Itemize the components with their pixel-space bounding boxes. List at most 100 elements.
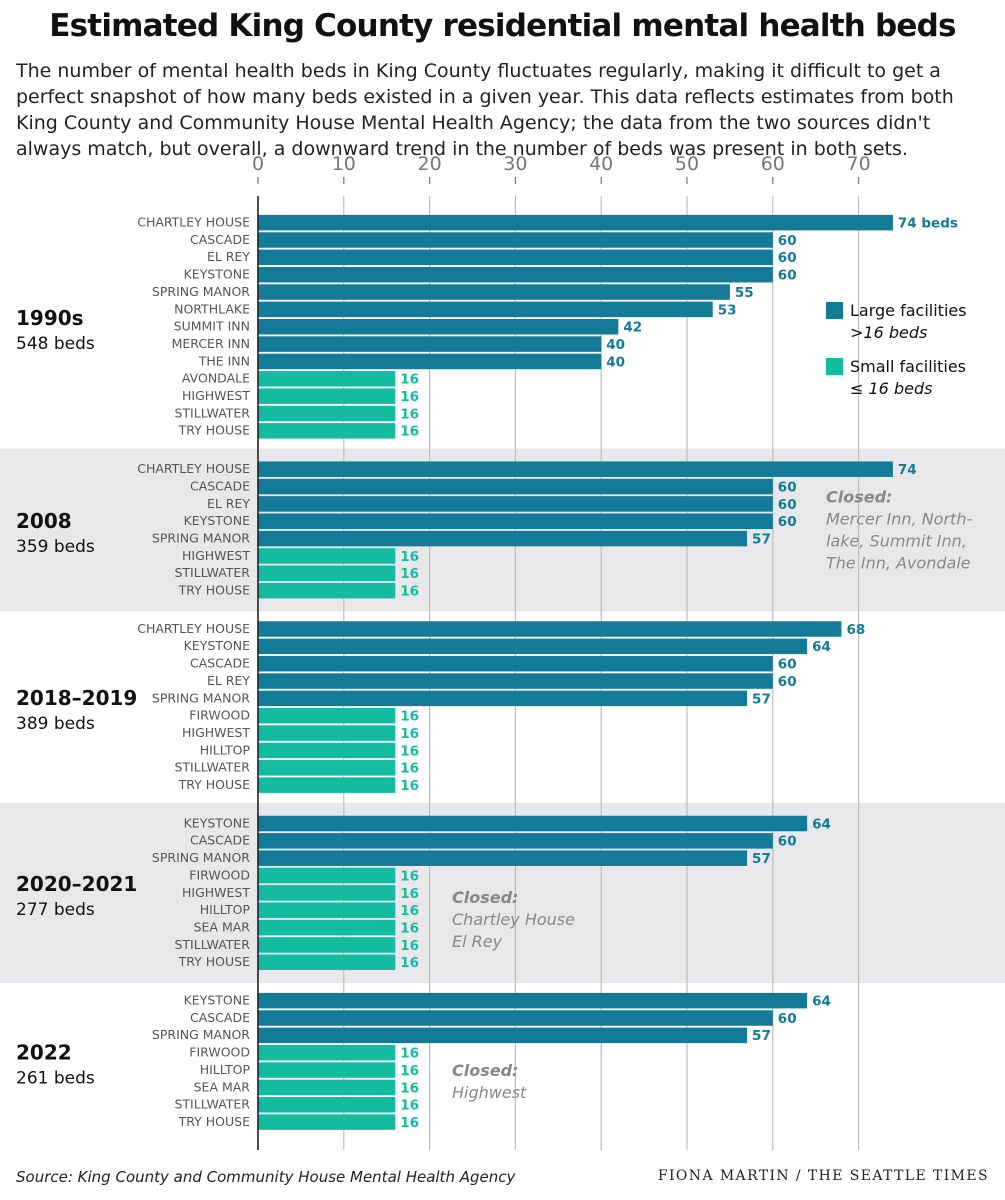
- bar-large: [258, 992, 808, 1009]
- bar-large: [258, 815, 808, 832]
- bar-value-label: 74 beds: [898, 216, 958, 232]
- facility-label: FIRWOOD: [189, 708, 250, 723]
- facility-label: SPRING MANOR: [152, 850, 250, 865]
- bar-large: [258, 353, 602, 370]
- bar-value-label: 60: [778, 834, 797, 850]
- facility-label: TRY HOUSE: [178, 1114, 250, 1129]
- facility-label: FIRWOOD: [189, 1045, 250, 1060]
- bar-value-label: 16: [400, 903, 419, 919]
- bar-value-label: 60: [778, 1011, 797, 1027]
- bar-large: [258, 1010, 773, 1026]
- legend-swatch-large: [826, 302, 843, 319]
- facility-label: KEYSTONE: [184, 267, 250, 282]
- period-label: 2020–2021: [16, 872, 137, 896]
- bar-small: [258, 1097, 396, 1113]
- bar-value-label: 60: [778, 479, 797, 495]
- closed-note-title: Closed:: [452, 1061, 518, 1080]
- bar-value-label: 16: [400, 920, 419, 936]
- facility-label: EL REY: [207, 249, 250, 264]
- facility-label: STILLWATER: [174, 1097, 250, 1112]
- bar-small: [258, 1044, 396, 1061]
- x-tick-label: 70: [847, 153, 871, 175]
- bar-value-label: 64: [812, 639, 831, 655]
- facility-label: TRY HOUSE: [178, 954, 250, 969]
- bar-value-label: 16: [400, 709, 419, 725]
- facility-label: KEYSTONE: [184, 815, 250, 830]
- legend-label: Large facilities: [850, 301, 967, 320]
- facility-label: HIGHWEST: [182, 388, 250, 403]
- facility-label: HIGHWEST: [182, 885, 250, 900]
- closed-note-title: Closed:: [452, 888, 518, 907]
- bar-value-label: 40: [606, 337, 625, 353]
- bar-value-label: 16: [400, 868, 419, 884]
- bar-value-label: 16: [400, 886, 419, 902]
- x-tick-label: 20: [418, 153, 442, 175]
- bar-value-label: 16: [400, 566, 419, 582]
- bar-large: [258, 249, 773, 266]
- bar-value-label: 16: [400, 1115, 419, 1131]
- bar-small: [258, 937, 396, 953]
- bar-small: [258, 371, 396, 387]
- x-tick-label: 30: [503, 153, 527, 175]
- bar-large: [258, 833, 773, 849]
- bar-small: [258, 760, 396, 776]
- closed-note-line: Highwest: [452, 1083, 527, 1102]
- bar-value-label: 64: [812, 816, 831, 832]
- closed-note-line: lake, Summit Inn,: [826, 532, 967, 551]
- facility-label: THE INN: [198, 353, 250, 368]
- facility-label: SPRING MANOR: [152, 284, 250, 299]
- facility-label: KEYSTONE: [184, 638, 250, 653]
- bar-value-label: 60: [778, 497, 797, 513]
- facility-label: HILLTOP: [200, 1062, 251, 1077]
- bar-large: [258, 621, 842, 637]
- bar-value-label: 16: [400, 549, 419, 565]
- bar-value-label: 60: [778, 250, 797, 266]
- facility-label: STILLWATER: [174, 760, 250, 775]
- bar-value-label: 60: [778, 514, 797, 530]
- bar-value-label: 16: [400, 938, 419, 954]
- period-label: 2008: [16, 509, 72, 533]
- facility-label: KEYSTONE: [184, 513, 250, 528]
- bar-small: [258, 777, 396, 793]
- facility-label: CHARTLEY HOUSE: [137, 621, 250, 636]
- bar-large: [258, 1027, 748, 1044]
- facility-label: SEA MAR: [194, 919, 251, 934]
- closed-note-line: Chartley House: [452, 910, 575, 929]
- bar-value-label: 68: [846, 622, 865, 638]
- facility-label: TRY HOUSE: [178, 777, 250, 792]
- bar-large: [258, 513, 773, 529]
- closed-note-line: El Rey: [452, 932, 503, 951]
- facility-label: KEYSTONE: [184, 993, 250, 1008]
- bar-value-label: 16: [400, 1098, 419, 1114]
- bar-small: [258, 725, 396, 741]
- facility-label: SUMMIT INN: [174, 319, 250, 334]
- bar-small: [258, 902, 396, 918]
- bar-value-label: 16: [400, 424, 419, 440]
- bar-value-label: 16: [400, 955, 419, 971]
- bar-value-label: 16: [400, 1046, 419, 1062]
- facility-label: SPRING MANOR: [152, 690, 250, 705]
- facility-label: EL REY: [207, 673, 250, 688]
- bar-large: [258, 638, 808, 655]
- bar-value-label: 16: [400, 726, 419, 742]
- bar-value-label: 60: [778, 233, 797, 249]
- bar-small: [258, 954, 396, 971]
- x-tick-label: 40: [589, 153, 613, 175]
- bar-small: [258, 708, 396, 724]
- facility-label: STILLWATER: [174, 405, 250, 420]
- bar-value-label: 57: [752, 1028, 771, 1044]
- bar-value-label: 64: [812, 994, 831, 1010]
- bar-large: [258, 266, 773, 283]
- facility-label: CHARTLEY HOUSE: [137, 461, 250, 476]
- facility-label: TRY HOUSE: [178, 423, 250, 438]
- facility-label: NORTHLAKE: [174, 301, 250, 316]
- bar-large: [258, 214, 893, 231]
- bar-value-label: 60: [778, 268, 797, 284]
- bar-small: [258, 867, 396, 884]
- bar-small: [258, 582, 396, 599]
- x-tick-label: 50: [675, 153, 699, 175]
- x-tick-label: 0: [252, 153, 264, 175]
- facility-label: CASCADE: [190, 232, 250, 247]
- bar-value-label: 60: [778, 657, 797, 673]
